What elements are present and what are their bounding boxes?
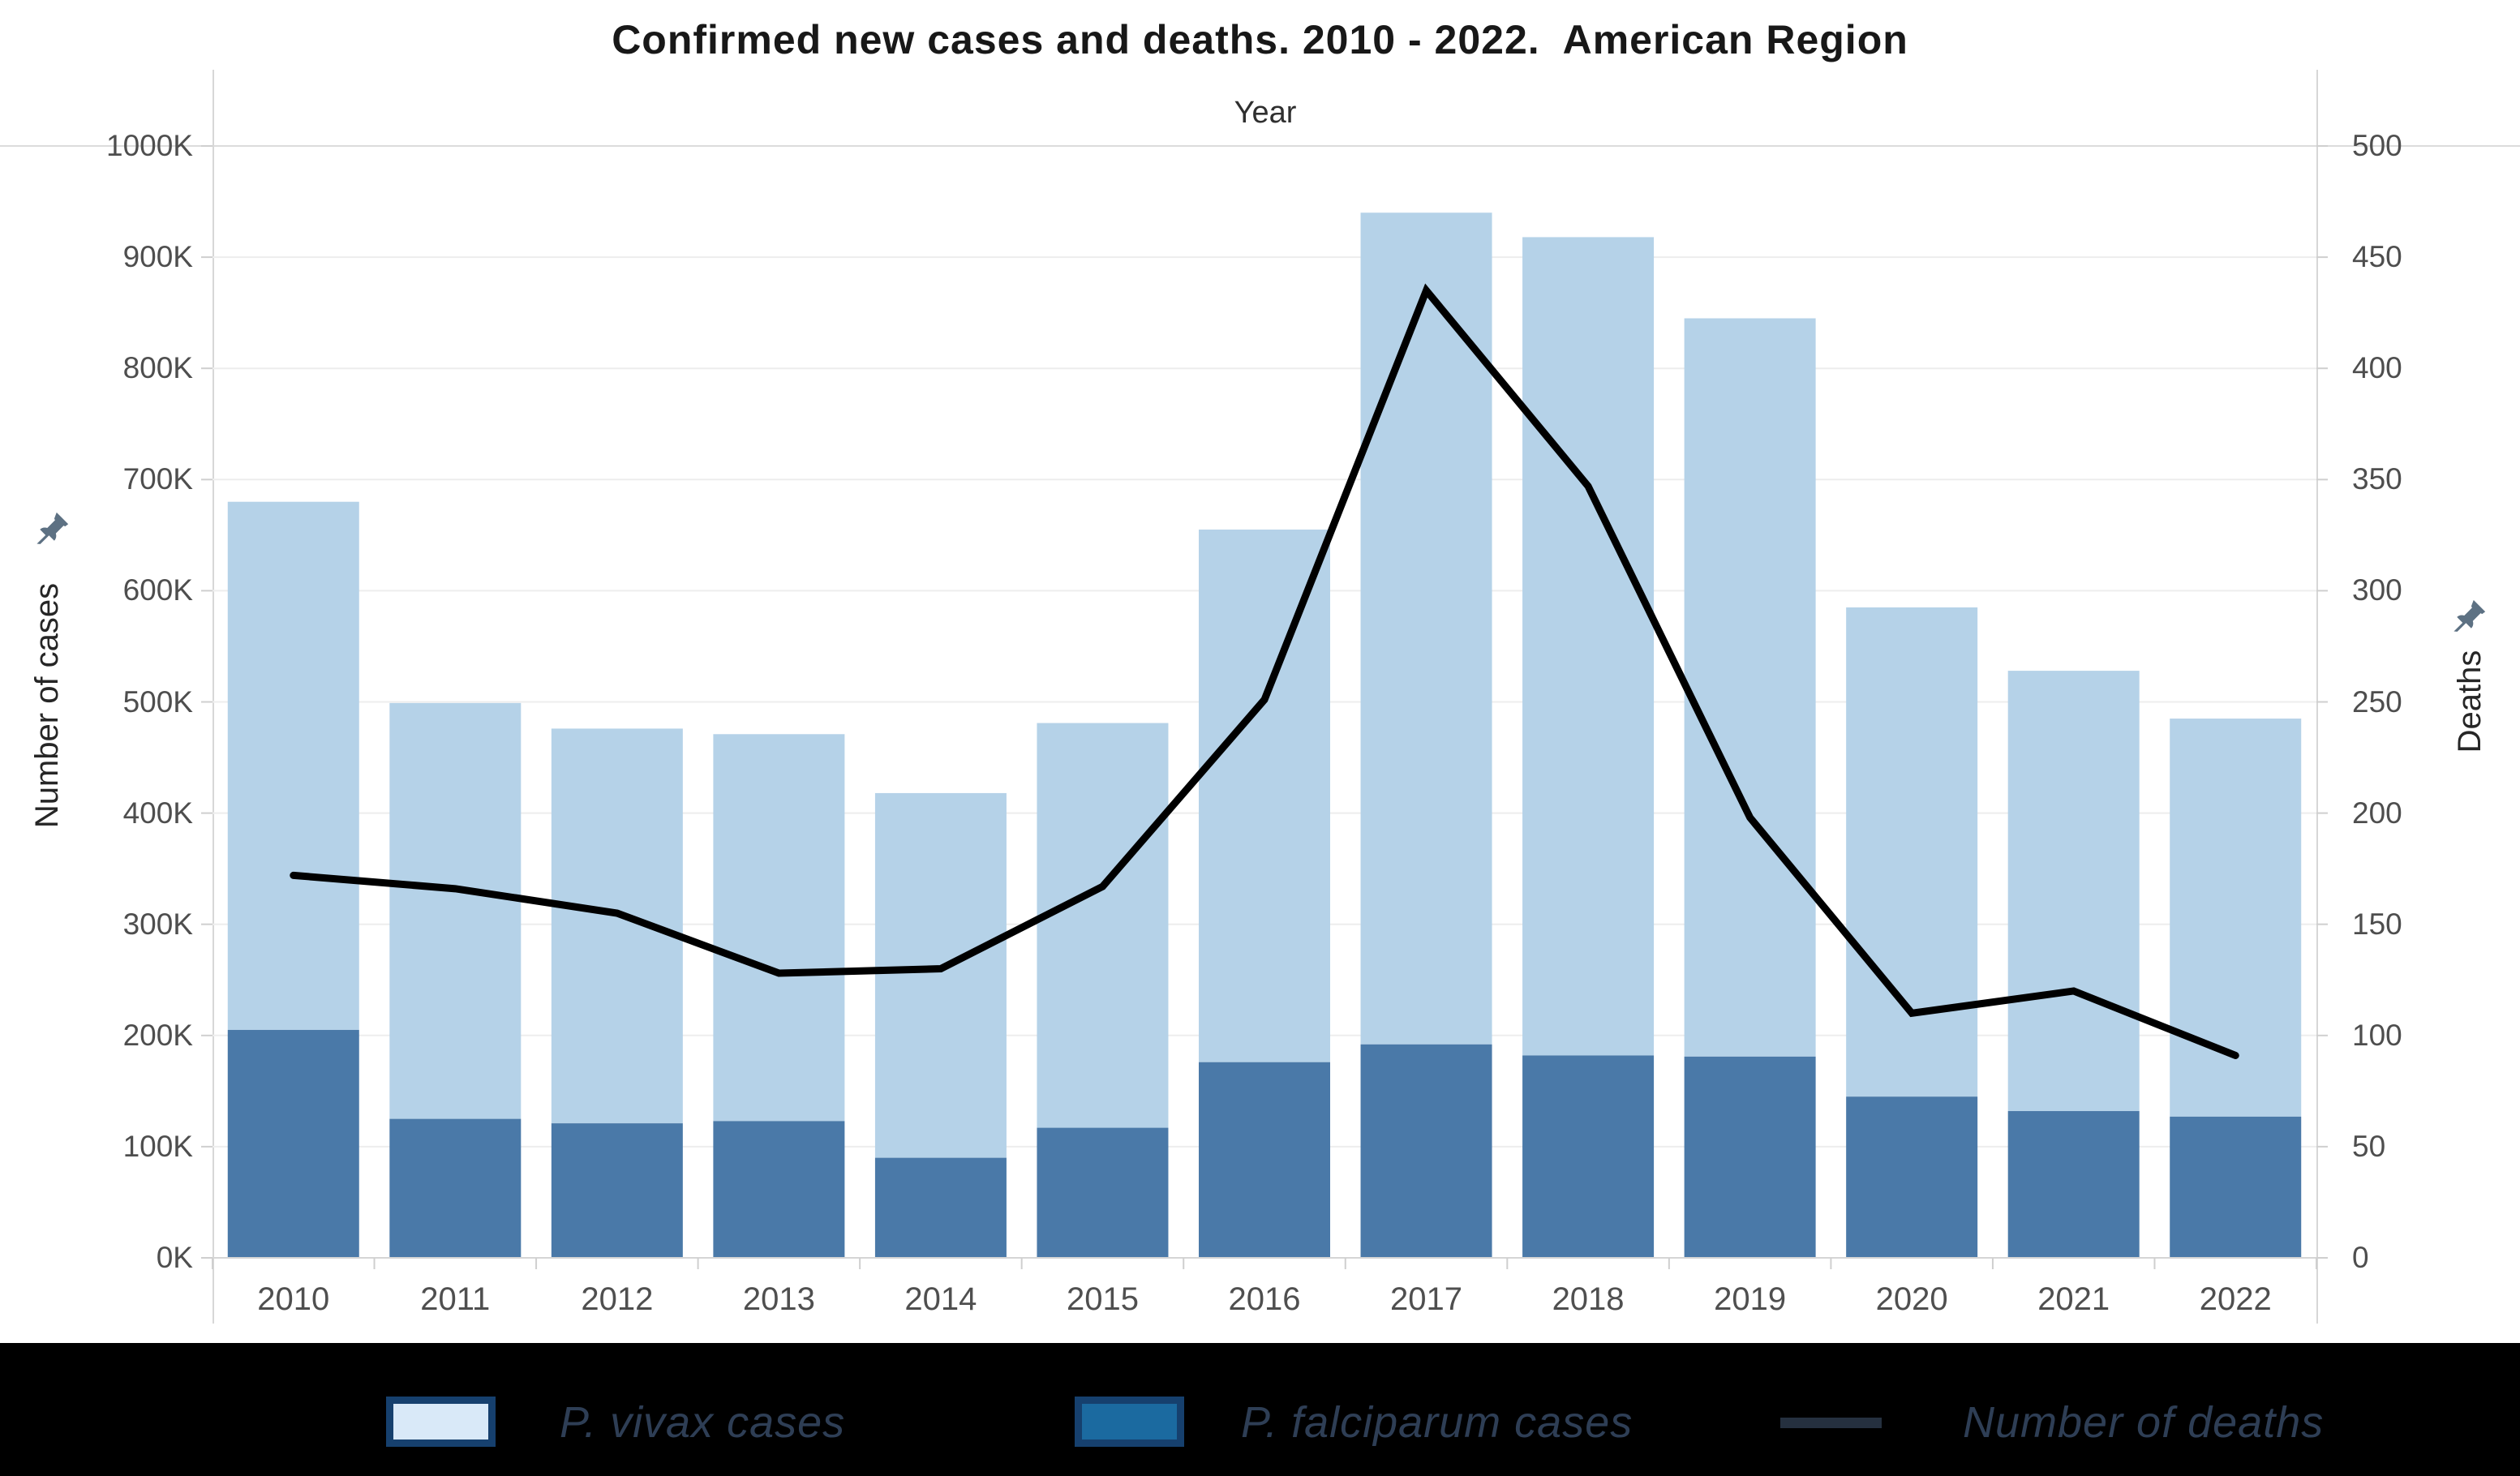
- legend-swatch-p-vivax[interactable]: [386, 1397, 496, 1447]
- left-axis-tick-label: 700K: [122, 462, 193, 496]
- bar-segment-p-vivax-2012[interactable]: [551, 728, 683, 1124]
- right-axis-tick-label: 50: [2352, 1129, 2386, 1163]
- left-axis-tick-label: 800K: [122, 351, 193, 385]
- bar-segment-p-falciparum-2010[interactable]: [227, 1029, 359, 1258]
- bar-segment-p-vivax-2020[interactable]: [1846, 607, 1978, 1097]
- x-axis-tick-label: 2019: [1714, 1281, 1787, 1317]
- x-axis-tick-label: 2022: [2199, 1281, 2272, 1317]
- bar-segment-p-vivax-2021[interactable]: [2007, 671, 2140, 1112]
- left-axis-tick-label: 500K: [122, 684, 193, 719]
- bar-segment-p-falciparum-2013[interactable]: [713, 1121, 845, 1258]
- right-axis-tick-label: 300: [2352, 573, 2402, 607]
- left-axis-tick-label: 300K: [122, 907, 193, 941]
- plot-top-border: [0, 145, 2520, 147]
- bar-segment-p-vivax-2016[interactable]: [1199, 529, 1330, 1062]
- left-axis-tick-label: 0K: [156, 1241, 193, 1274]
- x-axis-tick-label: 2016: [1228, 1281, 1301, 1317]
- x-axis-tick-label: 2015: [1066, 1281, 1139, 1317]
- legend-label-p-vivax[interactable]: P. vivax cases: [560, 1398, 846, 1447]
- x-axis-tick-label: 2011: [420, 1281, 491, 1317]
- plot-right-border: [2316, 70, 2318, 1324]
- right-axis-tick-label: 500: [2352, 129, 2402, 162]
- right-axis-tick-label: 450: [2352, 240, 2402, 274]
- x-axis-tick-label: 2020: [1875, 1281, 1948, 1317]
- right-axis-title: Deaths: [2452, 650, 2488, 753]
- bar-segment-p-vivax-2018[interactable]: [1522, 237, 1655, 1056]
- bar-segment-p-falciparum-2019[interactable]: [1684, 1056, 1816, 1258]
- bar-segment-p-falciparum-2017[interactable]: [1360, 1044, 1492, 1258]
- bar-segment-p-falciparum-2011[interactable]: [389, 1118, 522, 1258]
- left-axis-title: Number of cases: [29, 582, 65, 829]
- x-axis-tick-label: 2013: [742, 1281, 815, 1317]
- right-axis-tick-label: 400: [2352, 351, 2402, 385]
- x-axis-column-header: Year: [1234, 96, 1297, 130]
- bar-segment-p-falciparum-2015[interactable]: [1037, 1127, 1169, 1258]
- left-axis-tick-label: 900K: [122, 240, 193, 274]
- right-axis-tick-label: 350: [2352, 462, 2402, 496]
- bar-segment-p-falciparum-2018[interactable]: [1522, 1055, 1655, 1258]
- bar-segment-p-falciparum-2016[interactable]: [1199, 1062, 1330, 1258]
- legend-bar: P. vivax cases P. falciparum cases Numbe…: [0, 1343, 2520, 1476]
- bar-segment-p-vivax-2022[interactable]: [2170, 719, 2302, 1117]
- right-axis-tick-label: 150: [2352, 907, 2402, 941]
- x-axis-tick-label: 2010: [257, 1281, 330, 1317]
- left-axis-tick-label: 600K: [122, 573, 193, 607]
- bar-segment-p-falciparum-2020[interactable]: [1846, 1096, 1978, 1258]
- bar-segment-p-falciparum-2014[interactable]: [874, 1157, 1007, 1258]
- bar-segment-p-falciparum-2012[interactable]: [551, 1123, 683, 1258]
- x-axis-tick-label: 2012: [581, 1281, 654, 1317]
- pin-icon[interactable]: [34, 509, 71, 547]
- x-axis-tick-label: 2017: [1390, 1281, 1463, 1317]
- bar-segment-p-vivax-2010[interactable]: [227, 501, 359, 1030]
- plot-left-border: [213, 70, 214, 1324]
- legend-label-p-falciparum[interactable]: P. falciparum cases: [1241, 1398, 1633, 1447]
- left-axis-tick-label: 100K: [122, 1129, 193, 1163]
- left-axis-tick-label: 1000K: [106, 129, 193, 162]
- bar-segment-p-vivax-2014[interactable]: [874, 792, 1007, 1158]
- bar-segment-p-vivax-2015[interactable]: [1037, 723, 1169, 1128]
- x-axis-tick-label: 2018: [1552, 1281, 1625, 1317]
- bar-segment-p-vivax-2011[interactable]: [389, 702, 522, 1119]
- right-axis-tick-label: 250: [2352, 684, 2402, 719]
- right-axis-tick-label: 0: [2352, 1241, 2369, 1274]
- legend-swatch-p-falciparum[interactable]: [1075, 1397, 1184, 1447]
- bar-segment-p-falciparum-2022[interactable]: [2170, 1116, 2302, 1258]
- legend-swatch-deaths-line[interactable]: [1780, 1418, 1882, 1428]
- legend-label-deaths[interactable]: Number of deaths: [1963, 1398, 2325, 1447]
- left-axis-tick-label: 400K: [122, 796, 193, 830]
- pin-icon[interactable]: [2451, 597, 2488, 634]
- bar-segment-p-vivax-2013[interactable]: [713, 734, 845, 1122]
- bar-segment-p-vivax-2017[interactable]: [1360, 212, 1492, 1045]
- left-axis-tick-label: 200K: [122, 1018, 193, 1052]
- right-axis-tick-label: 100: [2352, 1018, 2402, 1052]
- bar-segment-p-vivax-2019[interactable]: [1684, 318, 1816, 1057]
- x-axis-tick-label: 2021: [2037, 1281, 2110, 1317]
- right-axis-tick-label: 200: [2352, 796, 2402, 830]
- bar-segment-p-falciparum-2021[interactable]: [2007, 1111, 2140, 1258]
- deaths-line[interactable]: [290, 283, 2239, 1059]
- chart-title: Confirmed new cases and deaths. 2010 - 2…: [612, 17, 1908, 62]
- x-axis-tick-label: 2014: [904, 1281, 977, 1317]
